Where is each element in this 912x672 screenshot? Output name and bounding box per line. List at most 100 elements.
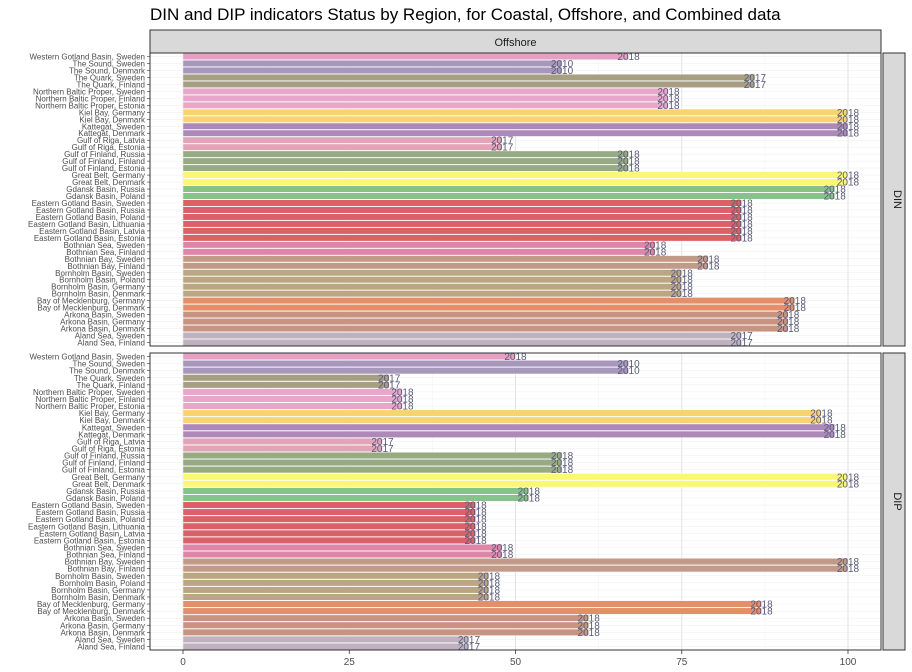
y-tick-label: Great Belt, Denmark	[72, 178, 146, 187]
y-tick-label: Eastern Gotland Basin, Poland	[36, 213, 145, 222]
y-tick-label: Gulf of Riga, Latvia	[77, 136, 146, 145]
y-tick-label: The Quark, Sweden	[74, 73, 145, 82]
bar-label-dip: 2018	[824, 423, 847, 434]
y-tick-label: Eastern Gotland Basin, Latvia	[39, 227, 145, 236]
y-tick-label: The Sound, Sweden	[73, 360, 146, 369]
bar-din	[182, 164, 629, 172]
y-tick-label: Bornholm Basin, Sweden	[55, 269, 145, 278]
bar-label-dip: 2018	[464, 522, 487, 533]
bar-din	[182, 304, 795, 312]
bar-label-dip: 2018	[578, 628, 601, 639]
bar-label-dip: 2018	[464, 508, 487, 519]
bar-label-din: 2018	[784, 303, 807, 314]
bar-dip	[182, 487, 529, 495]
bar-dip	[182, 466, 563, 474]
bar-dip	[182, 515, 476, 523]
bar-din	[182, 318, 789, 325]
bar-din	[182, 74, 756, 81]
bar-label-dip: 2018	[837, 479, 860, 490]
bar-din	[182, 297, 795, 305]
bar-dip	[182, 529, 476, 537]
bar-label-din: 2018	[671, 275, 694, 286]
chart-title: DIN and DIP indicators Status by Region,…	[150, 5, 781, 24]
bar-din	[182, 108, 849, 116]
bar-label-dip: 2018	[478, 571, 501, 582]
bar-din	[182, 227, 742, 235]
bar-label-din: 2018	[837, 171, 860, 182]
bar-label-dip: 2018	[750, 600, 773, 611]
bar-label-dip: 2018	[478, 592, 501, 603]
bar-label-din: 2018	[730, 219, 753, 230]
bar-label-dip: 2018	[837, 557, 860, 568]
bar-dip	[182, 551, 503, 558]
facet-strip-dip	[882, 352, 906, 651]
y-tick-label: Bothnian Sea, Sweden	[64, 241, 145, 250]
y-tick-label: Eastern Gotland Basin, Estonia	[34, 536, 146, 545]
y-tick-label: Northern Baltic Proper, Finland	[36, 94, 145, 103]
y-tick-label: Bay of Mecklenburg, Germany	[37, 600, 145, 609]
bar-label-din: 2010	[551, 66, 574, 77]
bar-label-dip: 2018	[504, 352, 527, 363]
bar-label-din: 2017	[491, 136, 514, 147]
y-tick-label: Bothnian Sea, Finland	[66, 248, 145, 257]
bar-din	[182, 80, 756, 88]
y-tick-label: Kattegat, Sweden	[82, 423, 145, 432]
bar-din	[182, 115, 849, 123]
y-tick-label: Bay of Mecklenburg, Germany	[37, 297, 145, 306]
bar-label-dip: 2018	[518, 486, 541, 497]
bar-label-dip: 2010	[617, 366, 640, 377]
y-tick-label: Bothnian Sea, Sweden	[64, 543, 145, 552]
y-tick-label: Bothnian Bay, Sweden	[65, 255, 145, 264]
bar-label-dip: 2018	[478, 578, 501, 589]
bar-label-dip: 2018	[391, 394, 414, 405]
y-tick-label: Arkona Basin, Sweden	[64, 311, 145, 320]
y-tick-label: Bay of Mecklenburg, Denmark	[37, 304, 146, 313]
y-tick-label: Arkona Basin, Germany	[60, 621, 145, 630]
y-tick-label: Gulf of Finland, Estonia	[62, 164, 146, 173]
y-tick-label: Gulf of Finland, Russia	[64, 150, 145, 159]
bar-label-din: 2018	[730, 226, 753, 237]
bar-dip	[182, 360, 629, 368]
bar-label-dip: 2018	[478, 585, 501, 596]
bar-din	[182, 87, 669, 95]
y-tick-label: Aland Sea, Sweden	[75, 332, 145, 341]
y-tick-label: Kiel Bay, Denmark	[79, 416, 146, 425]
y-tick-label: Kiel Bay, Germany	[79, 108, 145, 117]
bar-dip	[182, 445, 383, 452]
bar-dip	[182, 473, 849, 481]
y-tick-label: Arkona Basin, Sweden	[64, 614, 145, 623]
bar-dip	[182, 402, 403, 410]
bar-label-din: 2018	[697, 254, 720, 265]
bar-label-din: 2018	[617, 157, 640, 168]
bar-label-din: 2018	[837, 129, 860, 140]
x-tick-label: 25	[344, 657, 356, 668]
bar-din	[182, 199, 742, 207]
bar-label-dip: 2018	[578, 621, 601, 632]
bar-label-din: 2017	[744, 80, 767, 91]
y-tick-label: Gulf of Finland, Finland	[62, 157, 145, 166]
bar-label-din: 2018	[644, 240, 667, 251]
bar-din	[182, 122, 849, 130]
bar-label-dip: 2018	[578, 614, 601, 625]
y-tick-label: Gulf of Riga, Estonia	[72, 444, 146, 453]
bar-label-din: 2018	[657, 94, 680, 105]
bar-label-din: 2018	[657, 87, 680, 98]
y-tick-label: Kiel Bay, Denmark	[79, 115, 146, 124]
bar-label-dip: 2018	[391, 402, 414, 413]
y-tick-label: Gulf of Riga, Estonia	[72, 143, 146, 152]
y-tick-label: Eastern Gotland Basin, Estonia	[34, 234, 146, 243]
y-tick-label: Kiel Bay, Germany	[79, 409, 145, 418]
bar-label-din: 2018	[730, 198, 753, 209]
bar-dip	[182, 374, 390, 382]
y-tick-label: The Sound, Denmark	[69, 367, 146, 376]
bar-dip	[182, 395, 403, 403]
bar-label-din: 2017	[730, 331, 753, 342]
bar-dip	[182, 367, 629, 375]
bar-label-din: 2018	[730, 212, 753, 223]
bar-dip	[182, 579, 490, 587]
y-tick-label: Eastern Gotland Basin, Sweden	[32, 199, 145, 208]
bar-label-din: 2018	[697, 261, 720, 272]
bar-label-din: 2018	[824, 192, 847, 203]
bar-dip	[182, 388, 403, 396]
bar-dip	[182, 452, 563, 459]
